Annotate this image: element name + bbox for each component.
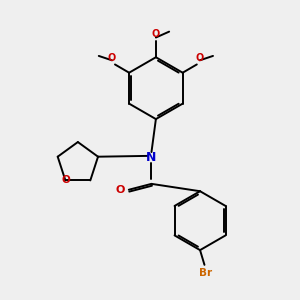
Text: O: O (61, 176, 70, 185)
Text: O: O (196, 53, 204, 63)
Text: Br: Br (200, 268, 212, 278)
Text: O: O (152, 29, 160, 39)
Text: O: O (116, 185, 125, 195)
Text: O: O (108, 53, 116, 63)
Text: N: N (146, 151, 157, 164)
